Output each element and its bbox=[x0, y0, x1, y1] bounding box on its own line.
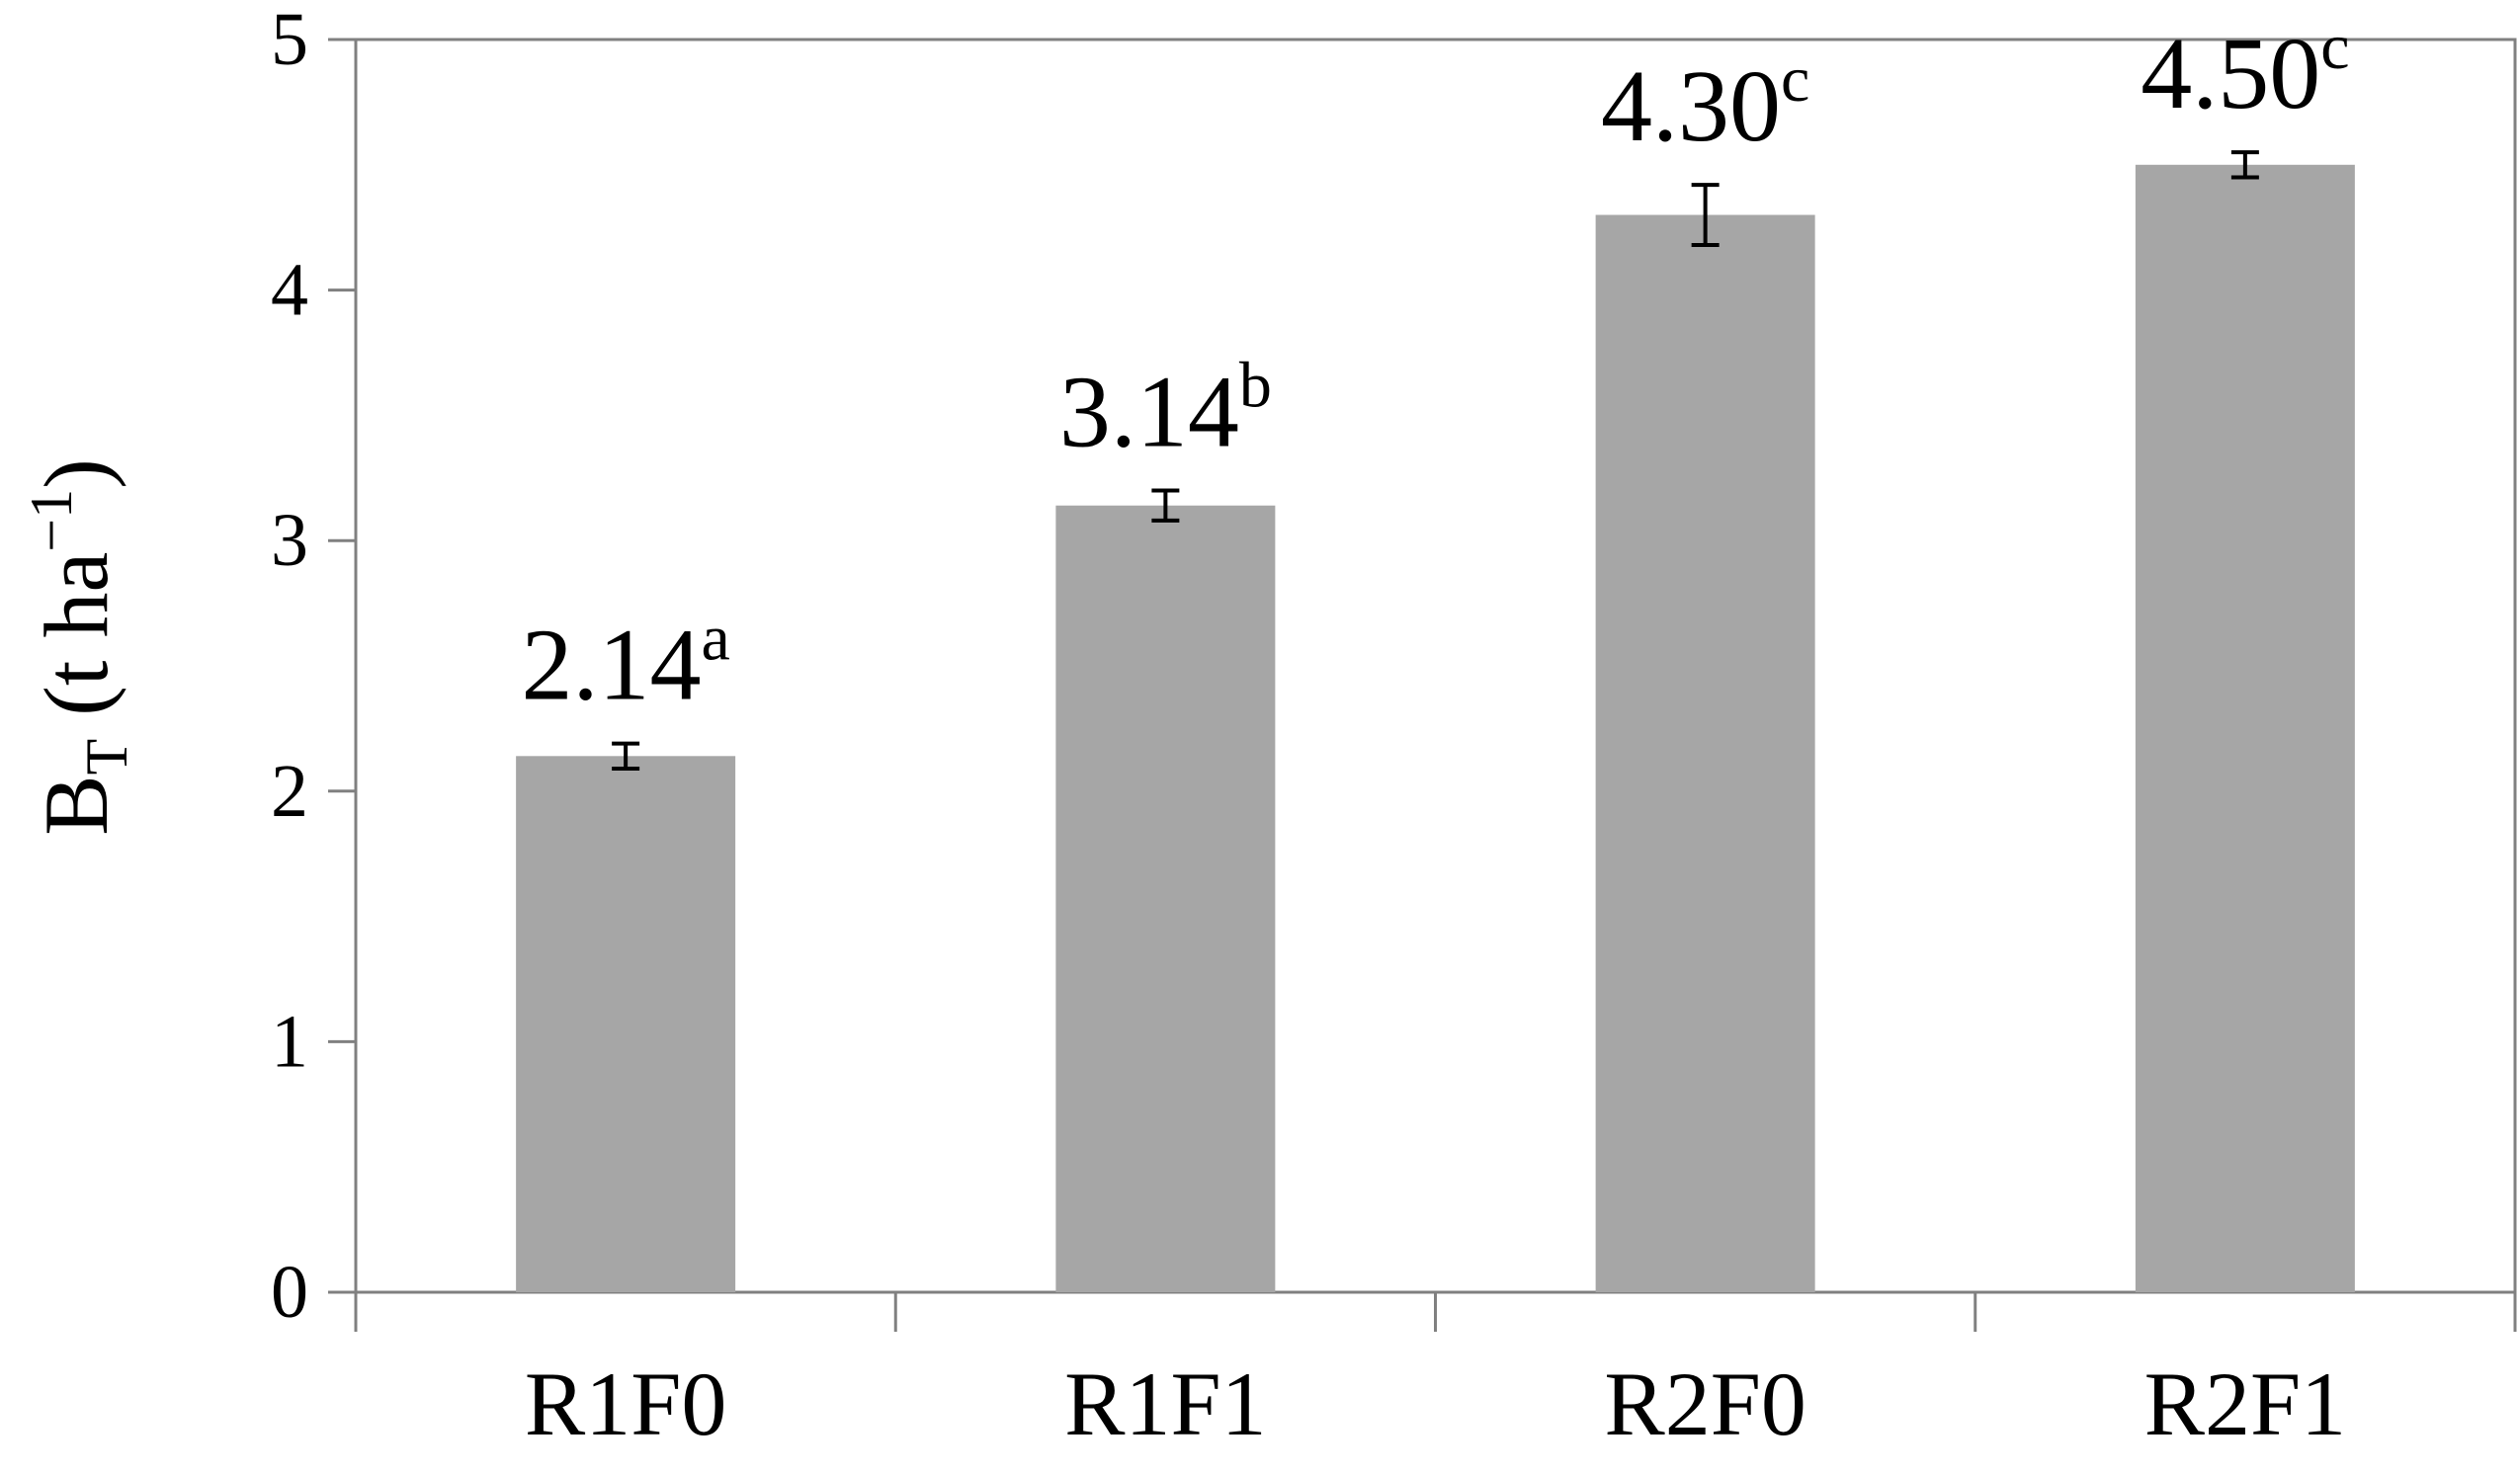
y-axis-label-unit: (t ha bbox=[26, 552, 126, 739]
y-tick-label: 3 bbox=[271, 499, 308, 582]
error-bars bbox=[612, 150, 2259, 771]
data-label: 3.14b bbox=[1059, 349, 1272, 468]
bar bbox=[2135, 164, 2355, 1292]
y-tick-label: 5 bbox=[271, 0, 308, 81]
y-tick-label: 0 bbox=[271, 1251, 308, 1334]
data-label-letter: c bbox=[2320, 11, 2349, 83]
bar bbox=[516, 756, 736, 1292]
y-tick-label: 4 bbox=[271, 249, 308, 332]
x-tick-label: R2F1 bbox=[2144, 1353, 2347, 1454]
bars bbox=[516, 164, 2355, 1292]
data-label-value: 2.14 bbox=[521, 609, 701, 722]
y-axis-label-close: ) bbox=[26, 458, 126, 489]
data-label: 4.50c bbox=[2141, 11, 2349, 130]
x-tick-label: R1F0 bbox=[525, 1353, 727, 1454]
axes bbox=[328, 38, 2517, 1332]
y-tick-labels: 0 1 2 3 4 5 bbox=[271, 0, 308, 1334]
bar bbox=[1055, 505, 1276, 1292]
data-label-letter: c bbox=[1781, 43, 1809, 116]
data-label-letter: a bbox=[701, 603, 729, 675]
data-label-value: 3.14 bbox=[1059, 355, 1239, 468]
y-tick-label: 1 bbox=[271, 1000, 308, 1083]
y-axis-label-subscript: T bbox=[74, 739, 139, 776]
data-label: 2.14a bbox=[521, 603, 729, 722]
data-label-value: 4.30 bbox=[1601, 49, 1781, 163]
y-axis-label: BT (t ha−1) bbox=[19, 458, 139, 836]
x-tick-label: R2F0 bbox=[1604, 1353, 1806, 1454]
bar bbox=[1595, 214, 1815, 1292]
y-tick-label: 2 bbox=[271, 750, 308, 833]
y-axis-label-main: B bbox=[26, 775, 126, 835]
y-axis-label-exponent: −1 bbox=[19, 489, 84, 552]
data-label: 4.30c bbox=[1601, 43, 1809, 163]
data-label-value: 4.50 bbox=[2141, 17, 2320, 130]
data-label-letter: b bbox=[1239, 349, 1272, 421]
x-tick-labels: R1F0 R1F1 R2F0 R2F1 bbox=[525, 1353, 2346, 1454]
x-tick-label: R1F1 bbox=[1064, 1353, 1267, 1454]
